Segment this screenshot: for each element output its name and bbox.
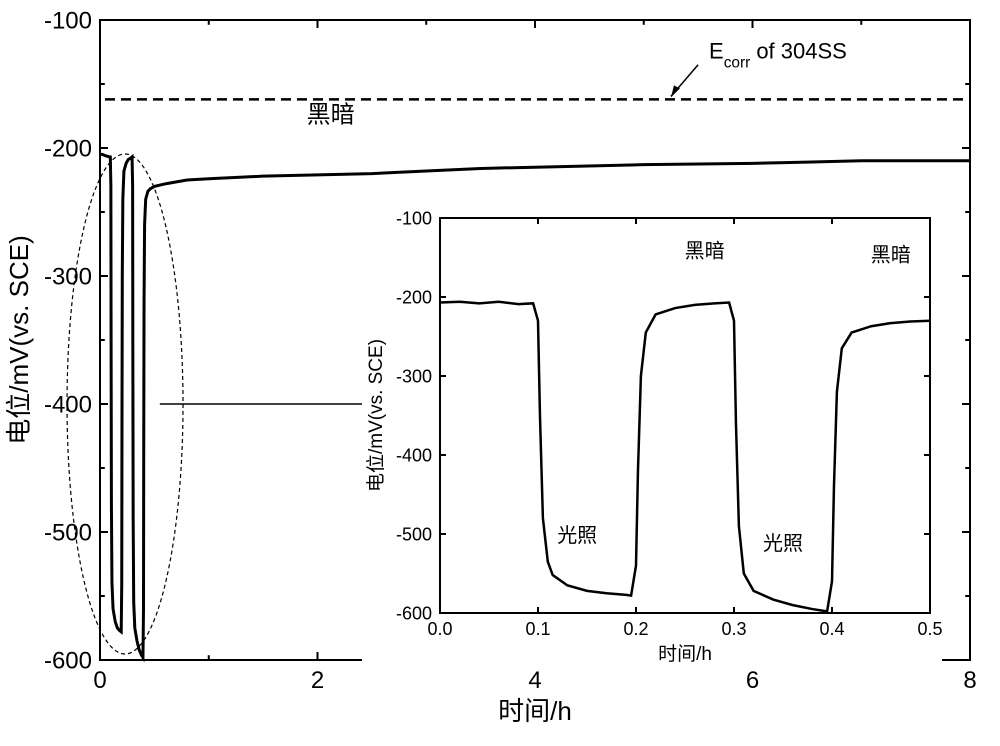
inset-annotation: 光照 (763, 532, 803, 555)
y-tick-label: -400 (44, 391, 92, 418)
y-tick-label: -100 (396, 208, 432, 228)
x-tick-label: 0.4 (819, 619, 844, 639)
x-tick-label: 0.3 (721, 619, 746, 639)
inset-bg (362, 212, 942, 667)
y-tick-label: -100 (44, 7, 92, 34)
y-tick-label: -500 (44, 519, 92, 546)
inset-annotation: 黑暗 (685, 240, 725, 263)
main-dark-label: 黑暗 (307, 101, 355, 128)
x-tick-label: 4 (528, 667, 541, 694)
y-tick-label: -600 (44, 647, 92, 674)
y-tick-label: -500 (396, 524, 432, 544)
x-tick-label: 8 (963, 667, 976, 694)
y-tick-label: -200 (396, 287, 432, 307)
y-tick-label: -400 (396, 445, 432, 465)
chart-svg: 0 2 4 6 8 -600 -500 -400 -300 -200 -100 时间/h 电位/mV(v… (0, 0, 1000, 746)
x-tick-label: 6 (746, 667, 759, 694)
inset-annotation: 黑暗 (871, 243, 911, 266)
y-axis-label: 电位/mV(vs. SCE) (365, 339, 387, 492)
y-tick-label: -600 (396, 603, 432, 623)
inset-annotation: 光照 (557, 524, 597, 547)
x-axis-label: 时间/h (658, 643, 712, 665)
x-tick-label: 0.5 (917, 619, 942, 639)
x-tick-label: 0.1 (525, 619, 550, 639)
ecorr-label: Ecorr of 304SS (709, 38, 847, 71)
x-tick-label: 2 (311, 667, 324, 694)
x-tick-label: 0 (93, 667, 106, 694)
x-axis-label: 时间/h (498, 696, 572, 726)
y-tick-label: -300 (44, 263, 92, 290)
y-tick-label: -200 (44, 135, 92, 162)
x-tick-label: 0.2 (623, 619, 648, 639)
chart-container: 0 2 4 6 8 -600 -500 -400 -300 -200 -100 时间/h 电位/mV(v… (0, 0, 1000, 746)
y-tick-label: -300 (396, 366, 432, 386)
y-axis-label: 电位/mV(vs. SCE) (4, 235, 34, 444)
